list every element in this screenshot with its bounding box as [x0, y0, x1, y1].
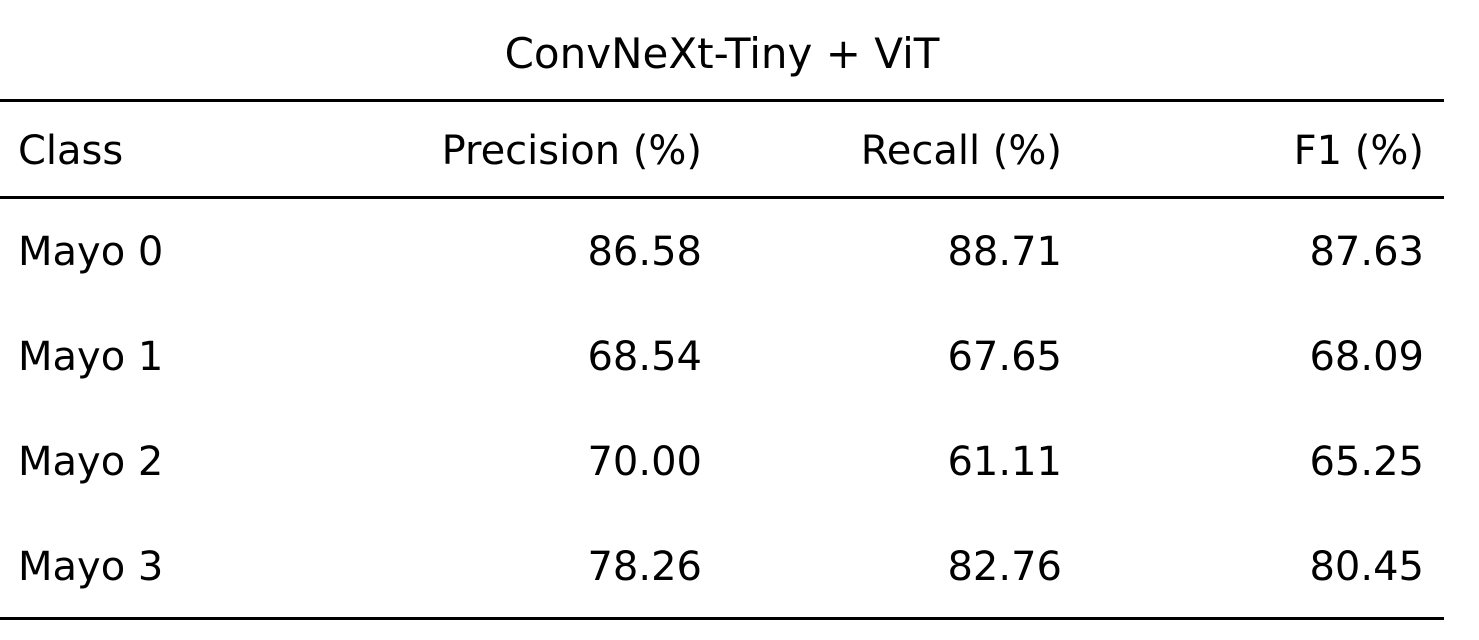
- cell-class: Mayo 2: [18, 439, 164, 485]
- cell-f1: 87.63: [1309, 229, 1424, 275]
- cell-recall: 82.76: [947, 544, 1062, 590]
- cell-precision: 70.00: [587, 439, 702, 485]
- results-table: ConvNeXt-Tiny + ViT Class Precision (%) …: [0, 29, 1444, 620]
- cell-f1: 65.25: [1309, 439, 1424, 485]
- table-row: Mayo 0 86.58 88.71 87.63: [0, 222, 1444, 282]
- header-class: Class: [18, 128, 124, 174]
- cell-f1: 80.45: [1309, 544, 1424, 590]
- cell-recall: 61.11: [947, 439, 1062, 485]
- cell-precision: 86.58: [587, 229, 702, 275]
- cell-precision: 78.26: [587, 544, 702, 590]
- cell-class: Mayo 3: [18, 544, 164, 590]
- cell-class: Mayo 1: [18, 334, 164, 380]
- top-rule: [0, 99, 1444, 102]
- table-row: Mayo 3 78.26 82.76 80.45: [0, 537, 1444, 597]
- header-precision: Precision (%): [441, 128, 702, 174]
- header-recall: Recall (%): [860, 128, 1062, 174]
- header-f1: F1 (%): [1293, 128, 1424, 174]
- table-row: Mayo 2 70.00 61.11 65.25: [0, 432, 1444, 492]
- cell-recall: 88.71: [947, 229, 1062, 275]
- cell-class: Mayo 0: [18, 229, 164, 275]
- cell-precision: 68.54: [587, 334, 702, 380]
- table-caption: ConvNeXt-Tiny + ViT: [504, 29, 940, 78]
- table-row: Mayo 1 68.54 67.65 68.09: [0, 327, 1444, 387]
- header-row: Class Precision (%) Recall (%) F1 (%): [0, 121, 1444, 181]
- bottom-rule: [0, 617, 1444, 620]
- header-rule: [0, 196, 1444, 199]
- cell-f1: 68.09: [1309, 334, 1424, 380]
- cell-recall: 67.65: [947, 334, 1062, 380]
